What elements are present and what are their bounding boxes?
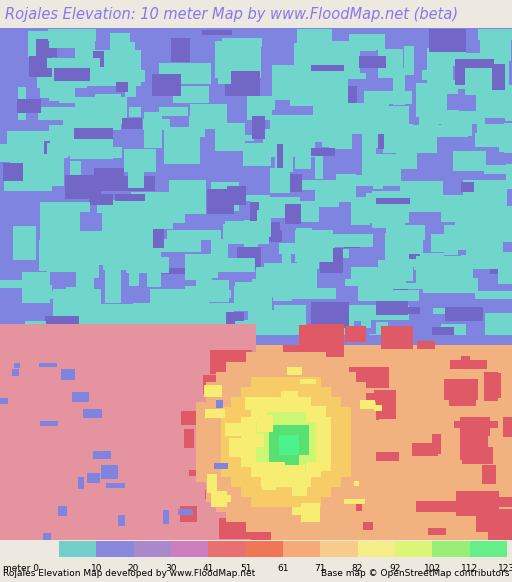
Text: 10: 10	[91, 564, 102, 573]
Bar	[432, 541, 470, 557]
Bar	[357, 541, 395, 557]
Bar	[96, 541, 134, 557]
Text: meter 0: meter 0	[3, 564, 38, 573]
Text: 30: 30	[165, 564, 177, 573]
Text: Rojales Elevation: 10 meter Map by www.FloodMap.net (beta): Rojales Elevation: 10 meter Map by www.F…	[5, 6, 458, 22]
Text: Base map © OpenStreetMap contributors: Base map © OpenStreetMap contributors	[321, 569, 509, 579]
Text: 92: 92	[389, 564, 400, 573]
Text: 20: 20	[128, 564, 139, 573]
Bar	[246, 541, 283, 557]
Bar	[171, 541, 208, 557]
Text: Rojales Elevation Map developed by www.FloodMap.net: Rojales Elevation Map developed by www.F…	[3, 569, 255, 579]
Text: 61: 61	[277, 564, 289, 573]
Bar	[59, 541, 96, 557]
Bar	[320, 541, 357, 557]
Bar	[470, 541, 507, 557]
Text: 102: 102	[423, 564, 441, 573]
Text: 82: 82	[352, 564, 363, 573]
Bar	[208, 541, 246, 557]
Bar	[134, 541, 171, 557]
Bar	[283, 541, 320, 557]
Text: 123: 123	[498, 564, 512, 573]
Text: 41: 41	[203, 564, 214, 573]
Text: 112: 112	[461, 564, 478, 573]
Bar	[395, 541, 432, 557]
Text: 51: 51	[240, 564, 251, 573]
Text: 71: 71	[314, 564, 326, 573]
